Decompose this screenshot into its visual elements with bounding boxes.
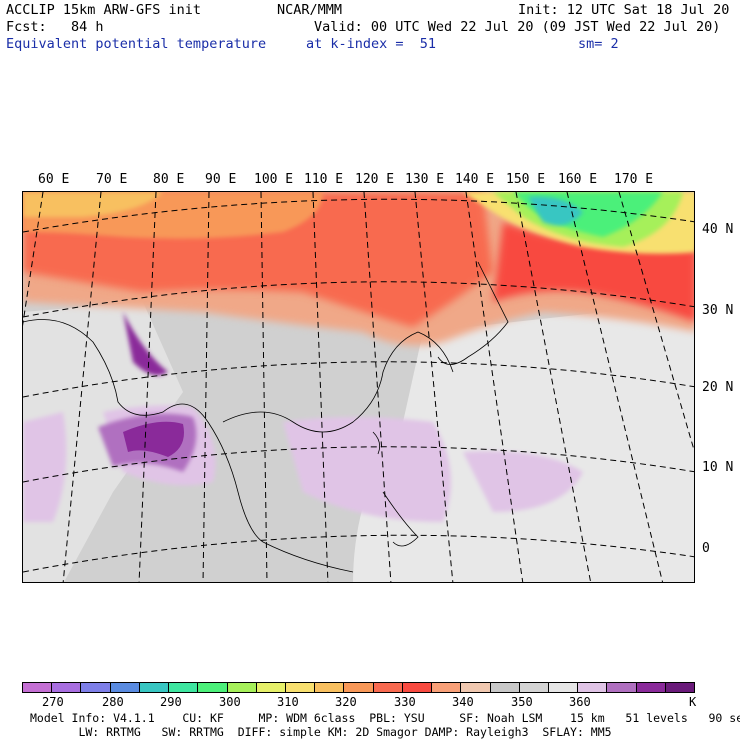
colorbar-swatch [169,683,199,692]
colorbar-swatch [139,683,170,692]
colorbar-swatch [402,683,433,692]
forecast-hour: Fcst: 84 h [6,19,104,35]
colorbar-swatch [490,683,520,692]
lat-label: 30 N [702,303,734,318]
colorbar-swatch [227,683,257,692]
colorbar-tick: 310 [277,695,299,709]
lon-label: 60 E [38,172,70,187]
institution-label: NCAR/MMM [277,2,343,18]
colorbar-swatch [285,683,316,692]
lon-label: 120 E [355,172,395,187]
lon-label: 150 E [506,172,546,187]
colorbar-tick: 340 [452,695,474,709]
colorbar-swatch [373,683,403,692]
colorbar-swatch [636,683,666,692]
field-name: Equivalent potential temperature [6,36,267,52]
lon-label: 160 E [558,172,598,187]
lon-label: 80 E [153,172,185,187]
colorbar-swatch [607,683,637,692]
colorbar-tick: 300 [219,695,241,709]
lat-label: 20 N [702,380,734,395]
colorbar-swatch [432,683,462,692]
valid-time: Valid: 00 UTC Wed 22 Jul 20 (09 JST Wed … [314,19,721,35]
model-title: ACCLIP 15km ARW-GFS init [6,2,202,18]
colorbar-swatch [315,683,345,692]
colorbar-swatch [461,683,491,692]
colorbar-tick: 290 [160,695,182,709]
map-panel [22,191,695,583]
init-time: Init: 12 UTC Sat 18 Jul 20 [518,2,730,18]
lat-label: 40 N [702,222,734,237]
colorbar-tick: 320 [335,695,357,709]
level-index: at k-index = 51 [306,36,437,52]
lon-label: 100 E [254,172,294,187]
colorbar [22,682,695,693]
colorbar-swatch [344,683,374,692]
colorbar-swatch [256,683,286,692]
lat-label: 0 [702,541,710,556]
colorbar-swatch [52,683,82,692]
lon-label: 140 E [455,172,495,187]
colorbar-tick: 350 [511,695,533,709]
theta-e-field [23,192,694,582]
colorbar-tick: 330 [394,695,416,709]
lon-label: 90 E [205,172,237,187]
lon-label: 110 E [304,172,344,187]
colorbar-swatch [110,683,140,692]
colorbar-tick: 270 [42,695,64,709]
colorbar-tick: 360 [569,695,591,709]
colorbar-swatch [578,683,608,692]
lon-label: 170 E [614,172,654,187]
lat-label: 10 N [702,460,734,475]
colorbar-swatch [81,683,111,692]
colorbar-tick: 280 [102,695,124,709]
smoothing-label: sm= 2 [578,36,619,52]
colorbar-swatch [23,683,53,692]
colorbar-swatch [198,683,228,692]
model-info: Model Info: V4.1.1 CU: KF MP: WDM 6class… [30,711,740,725]
lon-label: 130 E [405,172,445,187]
lon-label: 70 E [96,172,128,187]
colorbar-unit: K [689,695,697,709]
physics-info: LW: RRTMG SW: RRTMG DIFF: simple KM: 2D … [30,725,612,739]
colorbar-swatch [665,683,695,692]
colorbar-swatch [548,683,579,692]
colorbar-swatch [519,683,549,692]
